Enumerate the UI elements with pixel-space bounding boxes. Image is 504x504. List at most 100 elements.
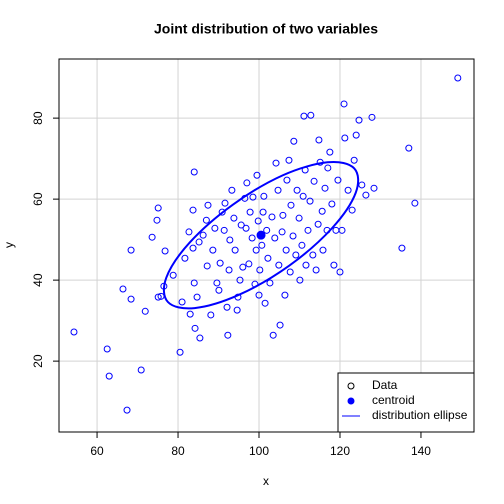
data-point [324, 164, 332, 172]
data-point [181, 254, 189, 262]
data-point [202, 216, 210, 224]
x-axis-label: x [263, 474, 269, 488]
data-point [231, 246, 239, 254]
data-point [285, 156, 293, 164]
data-point [252, 246, 260, 254]
data-point [243, 179, 251, 187]
plot-frame [58, 58, 475, 433]
data-point [304, 226, 312, 234]
data-point [314, 220, 322, 228]
data-point [249, 193, 257, 201]
data-point [195, 238, 203, 246]
x-tick-label: 100 [249, 444, 269, 458]
data-point [246, 208, 254, 216]
x-tick-label: 120 [330, 444, 350, 458]
data-point [148, 233, 156, 241]
data-point [123, 406, 131, 414]
data-point [370, 184, 378, 192]
data-point [226, 236, 234, 244]
data-point [191, 324, 199, 332]
data-point [204, 201, 212, 209]
data-point [319, 246, 327, 254]
y-tick-label: 20 [31, 354, 45, 368]
data-point [193, 293, 201, 301]
data-point [216, 259, 224, 267]
chart-title: Joint distribution of two variables [154, 21, 378, 37]
data-point [119, 285, 127, 293]
data-point [296, 276, 304, 284]
data-point [318, 207, 326, 215]
data-point [264, 254, 272, 262]
data-point [196, 334, 204, 342]
data-point [253, 171, 261, 179]
data-point [272, 159, 280, 167]
data-point [269, 331, 277, 339]
data-point [213, 279, 221, 287]
data-point [362, 191, 370, 199]
legend-label: Data [372, 378, 398, 392]
data-point [221, 199, 229, 207]
x-tick-label: 140 [411, 444, 431, 458]
data-point [355, 116, 363, 124]
data-point [276, 321, 284, 329]
data-point [271, 234, 279, 242]
data-point [286, 268, 294, 276]
data-point [236, 276, 244, 284]
data-point [348, 206, 356, 214]
data-point [228, 186, 236, 194]
data-point [103, 345, 111, 353]
data-point [293, 186, 301, 194]
data-point [218, 208, 226, 216]
data-point [307, 111, 315, 119]
data-point [242, 224, 250, 232]
data-point [70, 328, 78, 336]
data-point [220, 226, 228, 234]
data-point [190, 168, 198, 176]
data-point [169, 271, 177, 279]
data-point [330, 261, 338, 269]
data-point [207, 311, 215, 319]
data-point [190, 279, 198, 287]
data-point [153, 216, 161, 224]
data-point [127, 295, 135, 303]
data-point [334, 176, 342, 184]
data-point [154, 293, 162, 301]
centroid [256, 230, 266, 240]
data-point [326, 148, 334, 156]
data-point [260, 192, 268, 200]
data-point [350, 156, 358, 164]
y-tick-label: 60 [31, 192, 45, 206]
data-point [287, 201, 295, 209]
ellipse [162, 160, 360, 310]
data-point [225, 266, 233, 274]
data-point [223, 303, 231, 311]
data-point [310, 177, 318, 185]
y-tick-label: 80 [31, 111, 45, 125]
data-point [299, 192, 307, 200]
data-point [341, 134, 349, 142]
data-point [255, 291, 263, 299]
data-point [282, 246, 290, 254]
data-point [199, 231, 207, 239]
data-point [258, 241, 266, 249]
data-point [295, 214, 303, 222]
data-point [358, 181, 366, 189]
data-point [336, 268, 344, 276]
data-point [189, 206, 197, 214]
data-point [405, 144, 413, 152]
data-point [302, 261, 310, 269]
data-point [141, 307, 149, 315]
data-point [256, 266, 264, 274]
x-tick-label: 60 [90, 444, 104, 458]
data-point [283, 176, 291, 184]
legend-label: distribution ellipse [372, 408, 468, 422]
data-point [254, 217, 262, 225]
data-point [224, 331, 232, 339]
data-point [309, 251, 317, 259]
data-point [259, 208, 267, 216]
data-point [312, 266, 320, 274]
data-point [266, 279, 274, 287]
data-point [105, 372, 113, 380]
data-point [290, 137, 298, 145]
